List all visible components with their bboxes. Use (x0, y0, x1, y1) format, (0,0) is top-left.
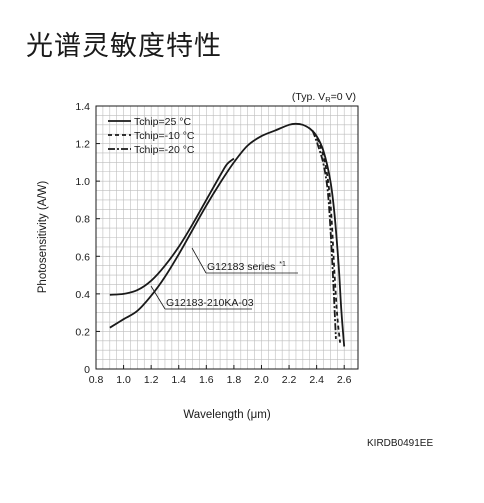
y-tick-label: 0.4 (75, 289, 90, 301)
y-tick-label: 1.0 (75, 176, 90, 188)
legend: Tchip=25 °C Tchip=-10 °C Tchip=-20 °C (108, 116, 195, 156)
plot-frame (95, 105, 359, 370)
annotation-leader (191, 247, 207, 274)
curves (109, 122, 346, 347)
ticks (95, 105, 345, 370)
document-code: KIRDB0491EE (367, 438, 434, 449)
y-axis-label: Photosensitivity (A/W) (37, 181, 49, 294)
x-tick-label: 1.4 (171, 374, 186, 386)
annotation-g12183-210ka-03: G12183-210KA-03 (150, 285, 254, 310)
grid (96, 106, 358, 369)
y-tick-label: 1.2 (75, 139, 90, 151)
y-tick-label: 0.6 (75, 251, 90, 263)
y-tick-label: 0.2 (75, 326, 90, 338)
series-line-0 (109, 122, 346, 347)
x-tick-label: 2.2 (282, 374, 297, 386)
condition-text: (Typ. V (292, 91, 325, 103)
annotation-label: G12183-210KA-03 (166, 297, 254, 309)
page-title: 光谱灵敏度特性 (26, 31, 222, 62)
x-tick-labels: 0.8 1.0 1.2 1.4 1.6 1.8 2.0 2.2 2.4 2.6 (89, 374, 352, 386)
x-tick-label: 1.6 (199, 374, 214, 386)
x-tick-label: 1.2 (144, 374, 159, 386)
y-tick-label: 0 (84, 364, 90, 376)
x-axis-label: Wavelength (μm) (183, 409, 271, 421)
x-tick-label: 0.8 (89, 374, 104, 386)
y-tick-label: 1.4 (75, 101, 90, 113)
legend-label-minus20c: Tchip=-20 °C (134, 144, 195, 156)
x-tick-label: 1.8 (227, 374, 242, 386)
annotation-leader (150, 285, 166, 310)
condition-text: =0 V) (331, 91, 356, 103)
x-tick-label: 2.4 (309, 374, 324, 386)
annotation-g12183-series: G12183 series *1 (191, 247, 298, 274)
legend-label-25c: Tchip=25 °C (134, 116, 191, 128)
x-tick-label: 2.6 (337, 374, 352, 386)
series-line-3 (109, 157, 235, 296)
annotation-label: G12183 series *1 (207, 261, 286, 273)
series-line-2 (311, 130, 337, 339)
series-line-1 (313, 131, 341, 343)
condition-subscript: R (325, 95, 331, 104)
condition-note: (Typ. VR=0 V) (292, 91, 356, 104)
y-tick-labels: 0 0.2 0.4 0.6 0.8 1.0 1.2 1.4 (75, 101, 90, 376)
x-tick-label: 2.0 (254, 374, 269, 386)
x-tick-label: 1.0 (116, 374, 131, 386)
y-tick-label: 0.8 (75, 214, 90, 226)
legend-label-minus10c: Tchip=-10 °C (134, 130, 195, 142)
